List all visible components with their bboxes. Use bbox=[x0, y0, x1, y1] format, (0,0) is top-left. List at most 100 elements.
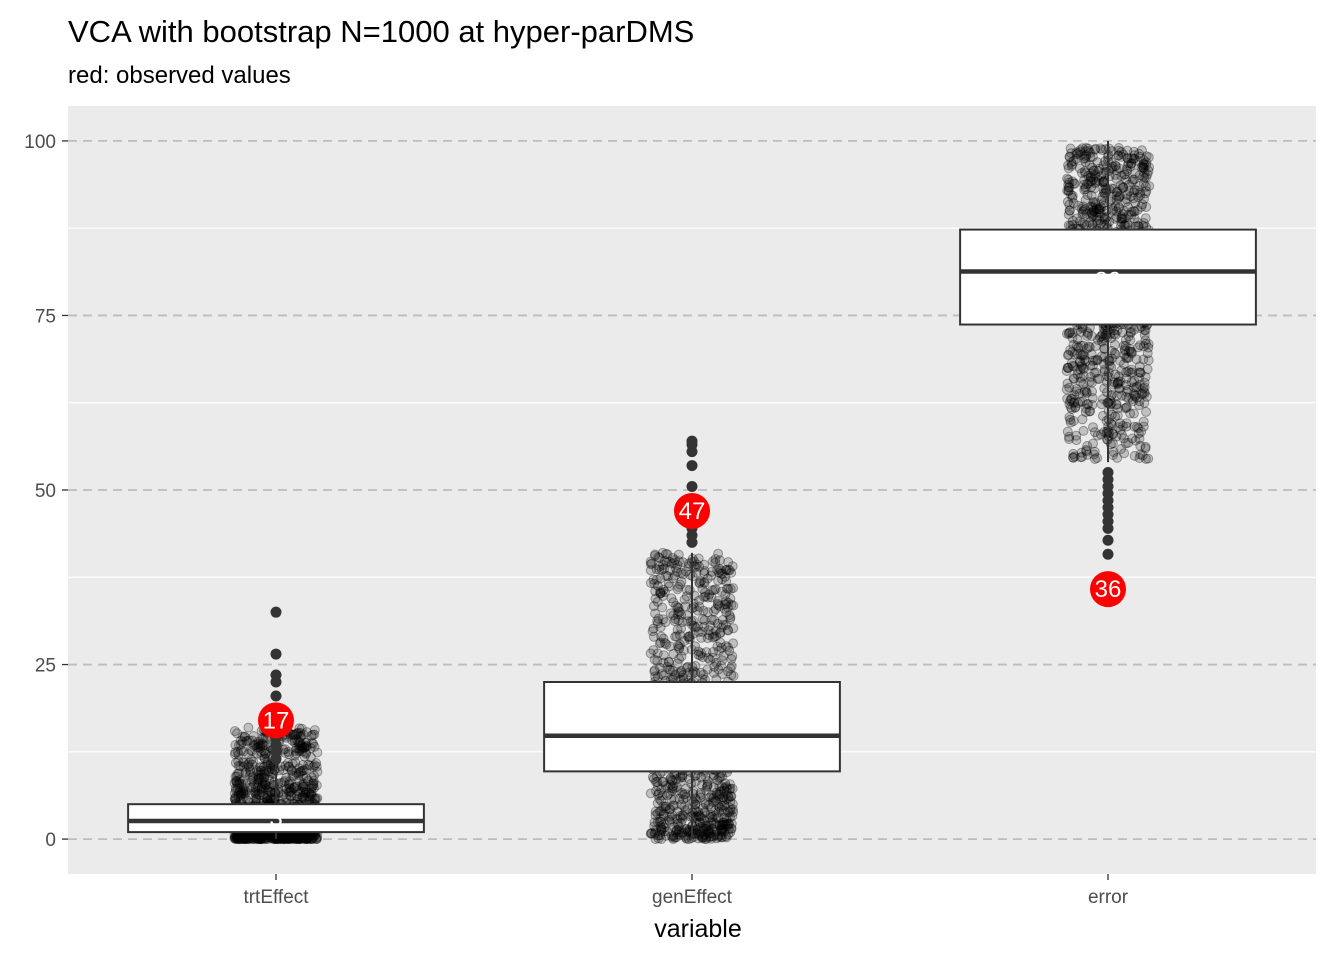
jitter-point bbox=[275, 834, 286, 845]
jitter-point bbox=[1119, 448, 1130, 459]
jitter-point bbox=[292, 791, 303, 802]
jitter-point bbox=[281, 783, 292, 794]
jitter-point bbox=[1140, 443, 1151, 454]
jitter-point bbox=[246, 754, 257, 765]
jitter-point bbox=[1089, 367, 1100, 378]
jitter-point bbox=[290, 750, 301, 761]
jitter-point bbox=[700, 587, 711, 598]
jitter-point bbox=[236, 779, 247, 789]
jitter-point bbox=[275, 834, 286, 845]
jitter-point bbox=[291, 748, 302, 759]
jitter-point bbox=[1098, 410, 1108, 421]
jitter-point bbox=[311, 833, 321, 844]
jitter-point bbox=[278, 777, 289, 788]
jitter-point bbox=[300, 784, 310, 795]
jitter-point bbox=[294, 746, 305, 757]
jitter-point bbox=[232, 728, 243, 739]
jitter-point bbox=[283, 761, 294, 772]
jitter-point bbox=[233, 834, 244, 845]
jitter-point bbox=[251, 748, 262, 759]
x-axis-title: variable bbox=[654, 915, 742, 943]
jitter-point bbox=[1074, 163, 1085, 174]
jitter-point bbox=[1068, 452, 1079, 463]
jitter-point bbox=[241, 793, 251, 804]
y-tick-label: 75 bbox=[35, 306, 56, 327]
outlier-point bbox=[270, 606, 282, 618]
jitter-point bbox=[233, 788, 244, 799]
jitter-point bbox=[287, 735, 298, 746]
jitter-point bbox=[659, 819, 669, 830]
jitter-point bbox=[231, 833, 242, 844]
jitter-point bbox=[299, 793, 310, 804]
jitter-point bbox=[294, 740, 305, 751]
jitter-point bbox=[242, 736, 253, 747]
jitter-point bbox=[1062, 362, 1073, 373]
jitter-point bbox=[1113, 145, 1124, 156]
jitter-point bbox=[246, 775, 257, 786]
jitter-point bbox=[250, 788, 260, 799]
jitter-point bbox=[700, 799, 711, 810]
outlier-point bbox=[686, 481, 698, 493]
jitter-point bbox=[234, 786, 245, 797]
jitter-point bbox=[248, 772, 259, 783]
jitter-point bbox=[297, 792, 308, 803]
jitter-point bbox=[295, 737, 306, 748]
jitter-point bbox=[256, 834, 267, 845]
jitter-point bbox=[252, 789, 263, 800]
jitter-point bbox=[311, 833, 322, 844]
jitter-point bbox=[305, 789, 316, 800]
jitter-point bbox=[263, 782, 274, 792]
jitter-point bbox=[294, 723, 305, 734]
jitter-point bbox=[231, 777, 242, 788]
jitter-point bbox=[258, 833, 268, 844]
jitter-point bbox=[308, 783, 319, 794]
jitter-point bbox=[251, 765, 262, 776]
jitter-point bbox=[252, 742, 262, 753]
jitter-point bbox=[1090, 355, 1101, 366]
jitter-point bbox=[290, 757, 301, 768]
jitter-point bbox=[1069, 390, 1080, 401]
jitter-point bbox=[229, 778, 240, 788]
jitter-point bbox=[303, 833, 314, 844]
jitter-point bbox=[1111, 173, 1122, 184]
jitter-point bbox=[301, 787, 312, 798]
jitter-point bbox=[1139, 377, 1150, 388]
jitter-point bbox=[233, 749, 244, 760]
jitter-point bbox=[291, 743, 302, 754]
jitter-point bbox=[256, 747, 267, 757]
jitter-point bbox=[305, 743, 316, 754]
jitter-point bbox=[1077, 206, 1088, 217]
jitter-point bbox=[294, 834, 305, 844]
box-value-label: 3 bbox=[269, 805, 282, 832]
jitter-point bbox=[1087, 201, 1098, 212]
jitter-point bbox=[234, 774, 245, 785]
jitter-point bbox=[1143, 355, 1154, 366]
jitter-point bbox=[256, 787, 267, 797]
jitter-point bbox=[284, 776, 295, 787]
observed-label: 36 bbox=[1095, 576, 1122, 603]
jitter-point bbox=[297, 770, 308, 781]
jitter-point bbox=[283, 833, 293, 844]
jitter-point bbox=[1135, 367, 1146, 378]
jitter-point bbox=[299, 832, 310, 843]
outlier-point bbox=[1102, 467, 1114, 479]
jitter-point bbox=[1068, 198, 1079, 209]
jitter-point bbox=[306, 787, 317, 798]
jitter-point bbox=[301, 737, 312, 748]
jitter-point bbox=[257, 738, 267, 749]
jitter-point bbox=[298, 833, 309, 843]
jitter-point bbox=[676, 666, 687, 676]
jitter-point bbox=[1108, 447, 1119, 457]
x-axis: trtEffect genEffect error bbox=[243, 874, 1129, 908]
jitter-point bbox=[671, 832, 682, 843]
jitter-point bbox=[263, 834, 273, 844]
jitter-point bbox=[236, 745, 247, 756]
jitter-point bbox=[1141, 338, 1151, 349]
jitter-point bbox=[297, 765, 308, 776]
outlier-point bbox=[270, 690, 282, 702]
jitter-point bbox=[257, 776, 268, 787]
jitter-point bbox=[283, 787, 294, 798]
jitter-point bbox=[242, 833, 253, 844]
jitter-point bbox=[295, 834, 306, 844]
